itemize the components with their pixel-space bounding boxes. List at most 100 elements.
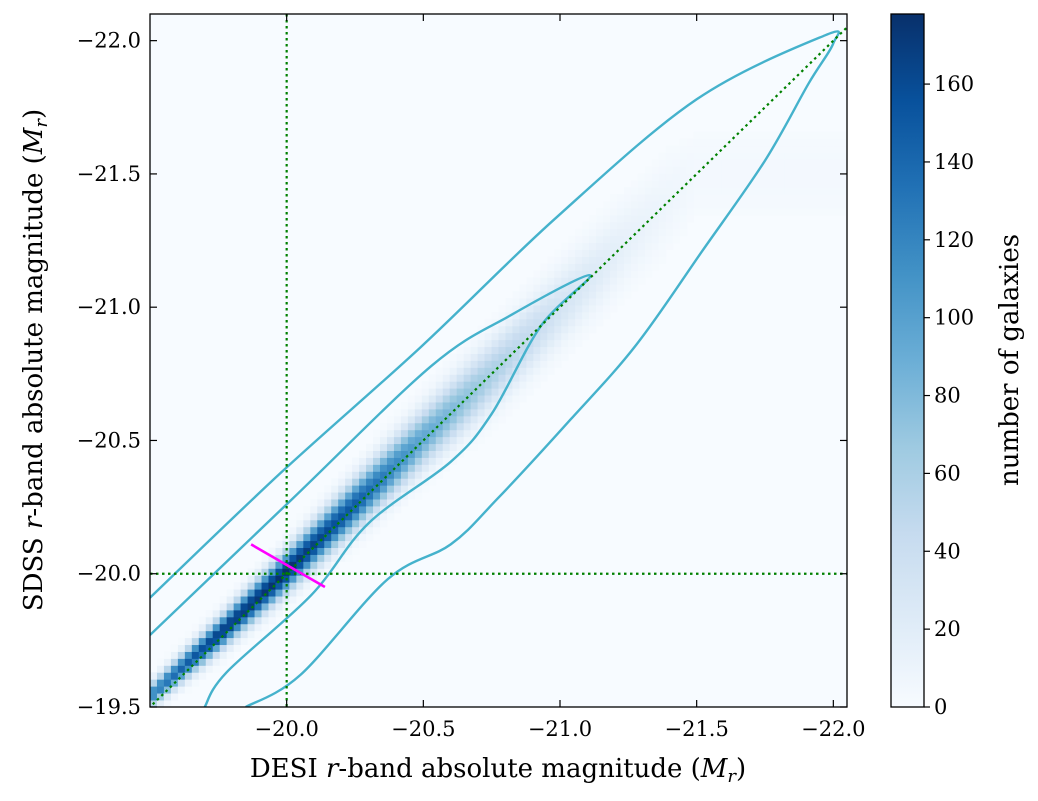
- heatmap-cell: [707, 166, 715, 174]
- heatmap-cell: [477, 388, 485, 396]
- heatmap-cell: [386, 471, 395, 479]
- heatmap-cell: [568, 263, 576, 271]
- heatmap-cell: [317, 568, 325, 576]
- heatmap-cell: [533, 381, 541, 389]
- heatmap-cell: [428, 402, 437, 410]
- heatmap-cell: [386, 499, 395, 507]
- heatmap-cell: [603, 201, 611, 209]
- heatmap-cell: [247, 616, 255, 625]
- heatmap-cell: [826, 152, 834, 160]
- heatmap-cell: [338, 512, 346, 521]
- heatmap-cell: [826, 138, 834, 147]
- heatmap-cell: [289, 526, 297, 535]
- heatmap-cell: [338, 478, 346, 486]
- colorbar-tick-label: 60: [934, 461, 961, 485]
- heatmap-cell: [345, 519, 353, 528]
- heatmap-cell: [603, 311, 611, 320]
- heatmap-cell: [338, 471, 346, 479]
- colorbar-ticks: 0 20 40 60 80 100 120 140 160: [924, 72, 974, 719]
- heatmap-cell: [303, 575, 311, 583]
- heatmap-cell: [463, 367, 472, 375]
- heatmap-cell: [317, 512, 325, 521]
- heatmap-cell: [170, 693, 179, 701]
- heatmap-cell: [289, 575, 297, 583]
- heatmap-cell: [386, 422, 395, 431]
- heatmap-cell: [603, 305, 611, 313]
- heatmap-cell: [414, 415, 423, 424]
- heatmap-cell: [519, 291, 527, 299]
- heatmap-cell: [352, 526, 360, 535]
- heatmap-cell: [616, 284, 625, 292]
- heatmap-cell: [435, 409, 444, 417]
- heatmap-cell: [658, 235, 667, 244]
- heatmap-cell: [547, 318, 555, 327]
- heatmap-cell: [380, 478, 388, 486]
- heatmap-cell: [386, 512, 395, 521]
- heatmap-cell: [331, 512, 339, 521]
- heatmap-cell: [512, 305, 520, 313]
- heatmap-cell: [421, 429, 430, 438]
- heatmap-cell: [296, 596, 304, 604]
- heatmap-cell: [623, 221, 632, 230]
- heatmap-cell: [630, 242, 639, 251]
- heatmap-cell: [268, 596, 276, 604]
- heatmap-cell: [498, 332, 506, 341]
- heatmap-cell: [373, 506, 381, 514]
- heatmap-cell: [366, 492, 374, 500]
- heatmap-cell: [331, 540, 339, 549]
- heatmap-cell: [728, 138, 736, 147]
- heatmap-cell: [407, 478, 416, 486]
- heatmap-cell: [303, 568, 311, 576]
- heatmap-cell: [630, 270, 639, 278]
- heatmap-cell: [435, 436, 444, 445]
- heatmap-cell: [505, 332, 513, 341]
- heatmap-cell: [163, 700, 172, 707]
- heatmap-cell: [352, 464, 360, 472]
- heatmap-cell: [547, 305, 555, 313]
- heatmap-cell: [421, 471, 430, 479]
- heatmap-cell: [373, 526, 381, 535]
- heatmap-cell: [819, 201, 827, 209]
- heatmap-cell: [791, 194, 799, 202]
- heatmap-cell: [686, 201, 695, 209]
- heatmap-cell: [198, 651, 207, 659]
- heatmap-cell: [170, 651, 179, 659]
- heatmap-cell: [400, 415, 409, 424]
- heatmap-cell: [623, 291, 632, 299]
- heatmap-cell: [317, 492, 325, 500]
- heatmap-cell: [561, 263, 569, 271]
- heatmap-cell: [449, 422, 458, 431]
- heatmap-cell: [833, 152, 841, 160]
- heatmap-cell: [679, 166, 688, 174]
- heatmap-cell: [630, 214, 639, 223]
- heatmap-cell: [568, 318, 576, 327]
- heatmap-cell: [589, 235, 597, 244]
- heatmap-cell: [512, 311, 520, 320]
- heatmap-cell: [526, 277, 534, 285]
- heatmap-cell: [191, 630, 200, 639]
- heatmap-cell: [700, 180, 708, 188]
- heatmap-cell: [707, 180, 715, 188]
- heatmap-cell: [428, 374, 437, 382]
- heatmap-cell: [805, 131, 813, 140]
- heatmap-cell: [707, 159, 715, 167]
- heatmap-cell: [665, 166, 674, 174]
- heatmap-cell: [184, 637, 193, 646]
- heatmap-cell: [498, 346, 506, 354]
- heatmap-cell: [582, 325, 590, 334]
- heatmap-cell: [763, 201, 771, 209]
- heatmap-cell: [442, 402, 451, 410]
- heatmap-cell: [547, 277, 555, 285]
- heatmap-cell: [261, 582, 269, 590]
- heatmap-cell: [359, 457, 367, 465]
- heatmap-cell: [616, 208, 625, 216]
- heatmap-cell: [393, 443, 402, 451]
- heatmap-cell: [679, 187, 688, 195]
- heatmap-cell: [644, 173, 653, 181]
- marker-segment-group: [250, 543, 326, 589]
- heatmap-cell: [533, 360, 541, 368]
- heatmap-cell: [345, 464, 353, 472]
- heatmap-cell: [686, 194, 695, 202]
- heatmap-cell: [456, 422, 465, 431]
- heatmap-cell: [407, 395, 416, 403]
